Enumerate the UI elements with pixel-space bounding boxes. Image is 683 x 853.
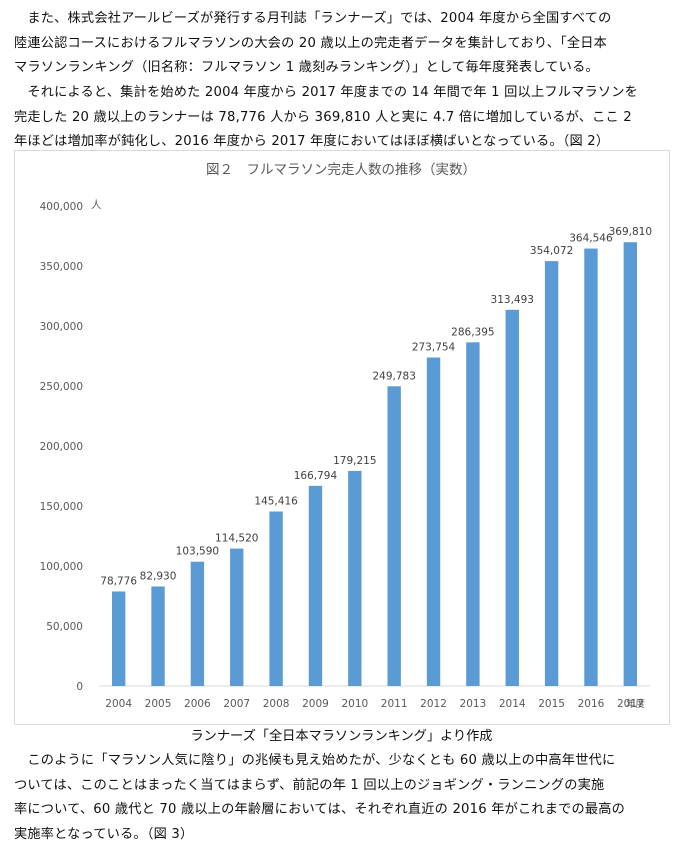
bar-value-label: 286,395	[451, 326, 494, 338]
x-tick-label: 2009	[302, 698, 329, 710]
bar-value-label: 145,416	[254, 496, 298, 508]
x-tick-label: 2007	[223, 698, 250, 710]
bar-value-label: 249,783	[372, 370, 415, 382]
paragraph-line: それによると、集計を始めた 2004 年度から 2017 年度までの 14 年間…	[14, 85, 639, 100]
y-tick-label: 50,000	[46, 621, 83, 633]
x-tick-label: 2004	[105, 698, 132, 710]
intro-paragraph: また、株式会社アールビーズが発行する月刊誌「ランナーズ」では、2004 年度から…	[14, 7, 670, 81]
y-tick-label: 400,000	[40, 201, 83, 213]
x-tick-label: 2015	[538, 698, 565, 710]
bar-value-label: 78,776	[100, 575, 137, 587]
y-tick-label: 100,000	[40, 561, 83, 573]
paragraph-line: また、株式会社アールビーズが発行する月刊誌「ランナーズ」では、2004 年度から…	[14, 11, 612, 26]
bar-value-label: 313,493	[491, 294, 534, 306]
y-tick-label: 300,000	[40, 321, 83, 333]
bar-value-label: 273,754	[412, 341, 456, 353]
x-axis-unit: 年度	[626, 698, 646, 710]
paragraph-line: このように「マラソン人気に陰り」の兆候も見え始めたが、少なくとも 60 歳以上の…	[14, 753, 616, 768]
bar	[387, 386, 401, 686]
x-tick-label: 2010	[341, 698, 368, 710]
x-tick-label: 2017	[617, 698, 644, 710]
bar	[190, 561, 205, 686]
bar	[308, 485, 323, 686]
bar-value-label: 369,810	[609, 226, 652, 238]
x-tick-label: 2006	[184, 698, 211, 710]
bar-value-label: 179,215	[333, 455, 376, 467]
bar-value-label: 103,590	[176, 546, 219, 558]
bar-value-label: 82,930	[140, 570, 177, 582]
x-tick-label: 2008	[263, 698, 290, 710]
x-tick-label: 2012	[420, 698, 447, 710]
y-axis-unit: 人	[91, 199, 102, 211]
x-tick-label: 2014	[499, 698, 526, 710]
bar-value-label: 364,546	[569, 233, 613, 245]
bar	[426, 357, 441, 686]
paragraph-line: 実施率となっている。（図 3）	[14, 826, 194, 842]
bar	[151, 586, 165, 686]
chart-source-caption: ランナーズ「全日本マラソンランキング」より作成	[190, 729, 493, 744]
x-tick-label: 2016	[578, 698, 605, 710]
bar	[623, 242, 638, 686]
x-tick-label: 2005	[145, 698, 172, 710]
y-tick-label: 350,000	[40, 261, 83, 273]
x-tick-label: 2011	[381, 698, 408, 710]
bar	[584, 248, 598, 686]
bar	[505, 309, 519, 686]
paragraph-line: ついては、このことはまったく当てはまらず、前記の年 1 回以上のジョギング・ラン…	[14, 777, 605, 793]
bar-chart: 図２ フルマラソン完走人数の推移（実数） 人 年度 0 50,000 100,000…	[40, 162, 652, 710]
paragraph-line: 年ほどは増加率が鈍化し、2016 年度から 2017 年度においてはほぼ横ばいと…	[14, 134, 610, 149]
bar	[111, 591, 126, 686]
bar-value-label: 354,072	[530, 245, 573, 257]
y-tick-label: 0	[76, 681, 83, 693]
y-tick-label: 200,000	[40, 441, 83, 453]
paragraph-line: マラソンランキング（旧名称：フルマラソン 1 歳刻みランキング）」として毎年度発…	[14, 60, 599, 75]
bar	[269, 511, 283, 686]
bar	[230, 548, 244, 686]
paragraph-line: 陸連公認コースにおけるフルマラソンの大会の 20 歳以上の完走者データを集計して…	[14, 35, 608, 51]
paragraph-line: 率について、60 歳代と 70 歳以上の年齢層においては、それぞれ直近の 201…	[14, 802, 626, 817]
conclusion-paragraph: このように「マラソン人気に陰り」の兆候も見え始めたが、少なくとも 60 歳以上の…	[14, 749, 670, 847]
chart-title: 図２ フルマラソン完走人数の推移（実数）	[206, 162, 476, 178]
bar	[544, 261, 559, 686]
bar-value-label: 166,794	[294, 470, 338, 482]
bar	[466, 342, 480, 686]
y-tick-label: 250,000	[40, 381, 83, 393]
y-tick-label: 150,000	[40, 501, 83, 513]
chart-container: 図２ フルマラソン完走人数の推移（実数） 人 年度 0 50,000 100,000…	[14, 150, 670, 725]
findings-paragraph: それによると、集計を始めた 2004 年度から 2017 年度までの 14 年間…	[14, 81, 670, 155]
paragraph-line: 完走した 20 歳以上のランナーは 78,776 人から 369,810 人と実…	[14, 109, 632, 125]
bar	[348, 470, 362, 686]
x-tick-label: 2013	[460, 698, 487, 710]
bar-value-label: 114,520	[215, 533, 258, 545]
